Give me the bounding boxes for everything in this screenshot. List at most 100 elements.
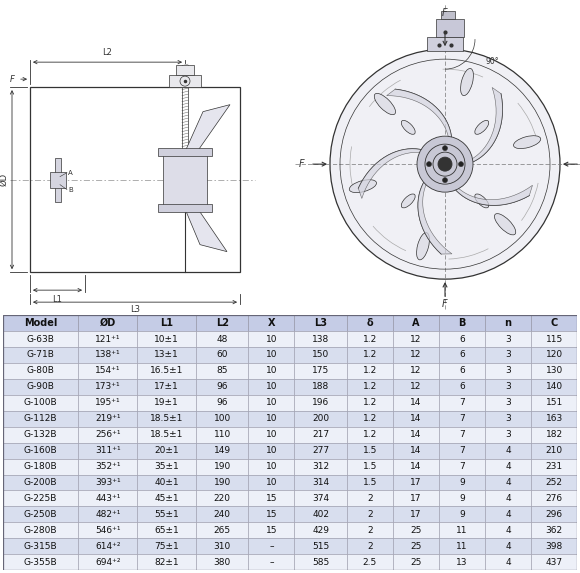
Text: 13±1: 13±1 (154, 351, 179, 359)
Text: 25: 25 (410, 526, 422, 535)
Text: G-250B: G-250B (24, 510, 57, 519)
Polygon shape (177, 105, 230, 170)
Text: 190: 190 (213, 462, 231, 471)
Text: 10: 10 (266, 446, 277, 455)
Text: 60: 60 (216, 351, 228, 359)
Text: 312: 312 (312, 462, 329, 471)
Text: 482⁺¹: 482⁺¹ (95, 510, 121, 519)
Text: 150: 150 (312, 351, 329, 359)
Text: 265: 265 (213, 526, 231, 535)
Text: 16.5±1: 16.5±1 (150, 366, 183, 375)
Text: 4: 4 (505, 510, 511, 519)
Bar (248, 523, 295, 538)
Text: 40±1: 40±1 (154, 478, 179, 487)
Bar (78, 490, 137, 507)
Text: 240: 240 (213, 510, 231, 519)
Bar (3, 442, 78, 458)
Bar (55, 158, 61, 202)
Polygon shape (387, 89, 452, 143)
Text: 4: 4 (505, 541, 511, 551)
Text: 10: 10 (266, 478, 277, 487)
Text: 352⁺¹: 352⁺¹ (95, 462, 121, 471)
Text: 115: 115 (545, 335, 563, 344)
Text: 10: 10 (266, 335, 277, 344)
Bar (531, 427, 577, 442)
Bar (295, 442, 347, 458)
Text: A: A (68, 170, 72, 176)
Bar (78, 427, 137, 442)
Text: G-355B: G-355B (24, 558, 57, 567)
Bar (485, 427, 531, 442)
Bar (137, 523, 196, 538)
Bar (485, 554, 531, 570)
Circle shape (438, 157, 452, 171)
Bar (78, 363, 137, 379)
Bar (137, 363, 196, 379)
Text: 48: 48 (216, 335, 228, 344)
Bar (137, 347, 196, 363)
Text: C: C (550, 318, 558, 328)
Bar (485, 331, 531, 347)
Bar (295, 474, 347, 490)
Bar (196, 395, 248, 411)
Text: n: n (505, 318, 512, 328)
Bar (439, 442, 485, 458)
Ellipse shape (461, 68, 473, 96)
Text: G-315B: G-315B (24, 541, 57, 551)
Text: G-100B: G-100B (24, 398, 57, 407)
Bar (531, 411, 577, 427)
Text: 10: 10 (266, 351, 277, 359)
Text: 200: 200 (312, 414, 329, 423)
Circle shape (426, 162, 432, 167)
Text: 190: 190 (213, 478, 231, 487)
Text: G-112B: G-112B (24, 414, 57, 423)
Text: 15: 15 (266, 494, 277, 503)
Bar (248, 427, 295, 442)
Bar (248, 363, 295, 379)
Ellipse shape (475, 194, 489, 208)
Text: Model: Model (24, 318, 57, 328)
Bar (248, 507, 295, 523)
Bar (169, 75, 201, 87)
Bar (531, 379, 577, 395)
Bar (439, 554, 485, 570)
Text: G-63B: G-63B (27, 335, 55, 344)
Bar (347, 554, 393, 570)
Bar (3, 315, 78, 331)
Text: L1: L1 (160, 318, 173, 328)
Text: 75±1: 75±1 (154, 541, 179, 551)
Bar (78, 474, 137, 490)
Text: 1.2: 1.2 (363, 366, 377, 375)
Text: B: B (458, 318, 466, 328)
Text: 14: 14 (410, 462, 422, 471)
Bar (30, 87, 240, 272)
Bar (78, 379, 137, 395)
Ellipse shape (416, 233, 429, 260)
Text: 429: 429 (312, 526, 329, 535)
Polygon shape (358, 149, 427, 198)
Bar (439, 347, 485, 363)
Bar (3, 331, 78, 347)
Bar (78, 347, 137, 363)
Bar (3, 379, 78, 395)
Bar (347, 507, 393, 523)
Bar (347, 538, 393, 554)
Bar (347, 458, 393, 474)
Bar (78, 507, 137, 523)
Text: 10±1: 10±1 (154, 335, 179, 344)
Bar (196, 331, 248, 347)
Text: 4: 4 (505, 558, 511, 567)
Bar (393, 538, 439, 554)
Bar (393, 347, 439, 363)
Bar (295, 554, 347, 570)
Bar (295, 458, 347, 474)
Text: δ: δ (367, 318, 374, 328)
Text: F: F (442, 8, 448, 18)
Bar (295, 347, 347, 363)
Text: 149: 149 (213, 446, 231, 455)
Text: 515: 515 (312, 541, 329, 551)
Text: 3: 3 (505, 430, 511, 439)
Text: 18.5±1: 18.5±1 (150, 414, 183, 423)
Text: 314: 314 (312, 478, 329, 487)
Text: 7: 7 (459, 398, 465, 407)
